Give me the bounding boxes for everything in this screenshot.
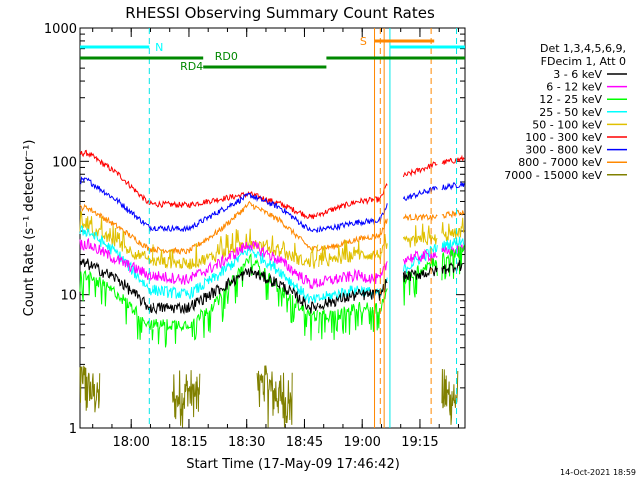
legend: Det 1,3,4,5,6,9, FDecim 1, Att 0 3 - 6 k… xyxy=(504,42,627,182)
series-path xyxy=(318,233,388,267)
series-path xyxy=(79,269,154,341)
rd0-flag-label: RD0 xyxy=(215,50,238,63)
x-axis-label: Start Time (17-May-09 17:46:42) xyxy=(186,457,400,472)
x-tick-label: 18:45 xyxy=(286,435,323,450)
series-path xyxy=(441,260,465,275)
legend-header-line2: FDecim 1, Att 0 xyxy=(541,55,626,68)
series-path xyxy=(318,203,388,233)
series-path xyxy=(441,236,465,253)
x-tick-label: 18:30 xyxy=(228,435,265,450)
series-path xyxy=(318,182,388,218)
chart-title: RHESSI Observing Summary Count Rates xyxy=(125,4,435,22)
series-path xyxy=(152,266,319,315)
series-path xyxy=(153,190,319,220)
y-tick-label: 10 xyxy=(60,289,77,304)
x-tick-label: 19:00 xyxy=(343,435,380,450)
y-tick-label: 1000 xyxy=(44,22,77,37)
series-path xyxy=(256,365,293,428)
legend-entry-label: 100 - 300 keV xyxy=(525,131,602,144)
saa-flag-label: S xyxy=(360,35,367,48)
series-path xyxy=(152,228,319,270)
legend-entry-label: 6 - 12 keV xyxy=(546,81,602,94)
legend-entry-label: 25 - 50 keV xyxy=(539,106,602,119)
series-path xyxy=(79,258,154,313)
x-tick-label: 18:00 xyxy=(112,435,149,450)
series-path xyxy=(152,192,319,233)
series-path xyxy=(79,225,154,296)
legend-entry-label: 3 - 6 keV xyxy=(553,68,602,81)
plot-frame xyxy=(79,27,466,429)
legend-entry-label: 12 - 25 keV xyxy=(539,93,602,106)
series-path xyxy=(79,210,154,265)
series-3-6-kev xyxy=(79,258,465,315)
series-path xyxy=(171,370,201,428)
series-path xyxy=(318,261,388,288)
series-path xyxy=(79,176,154,233)
series-path xyxy=(402,223,438,248)
series-300-800-kev xyxy=(79,176,465,233)
y-tick-label: 1 xyxy=(69,422,77,437)
rd4-flag-label: RD4 xyxy=(180,60,203,73)
series-path xyxy=(402,243,438,274)
series-path xyxy=(79,365,101,413)
series-path xyxy=(441,209,465,219)
series-path xyxy=(402,265,438,283)
series-800-7000-kev xyxy=(79,200,465,255)
series-path xyxy=(402,161,438,178)
legend-entry-label: 800 - 7000 keV xyxy=(518,156,602,169)
legend-entry-label: 50 - 100 keV xyxy=(532,118,602,131)
series-path xyxy=(318,218,388,252)
series-path xyxy=(402,185,438,201)
series-path xyxy=(441,368,459,425)
series-50-100-kev xyxy=(79,210,465,270)
series-path xyxy=(318,278,388,310)
x-tick-label: 19:15 xyxy=(401,435,438,450)
series-path xyxy=(79,237,154,282)
series-7000-15000-kev xyxy=(79,365,459,428)
legend-entry-label: 7000 - 15000 keV xyxy=(504,169,602,182)
series-path xyxy=(79,149,154,206)
series-path xyxy=(152,200,319,255)
series-path xyxy=(152,240,319,289)
series-path xyxy=(79,203,154,253)
series-path xyxy=(441,180,465,191)
series-path xyxy=(441,154,465,165)
series-path xyxy=(402,248,438,265)
series-path xyxy=(402,213,438,222)
series-path xyxy=(402,258,438,306)
series-path xyxy=(152,253,319,348)
series-100-300-kev xyxy=(79,149,465,220)
y-axis-label: Count Rate (s⁻¹ detector⁻¹) xyxy=(22,140,37,317)
series-path xyxy=(441,217,465,242)
y-tick-label: 100 xyxy=(52,155,77,170)
series-path xyxy=(318,288,388,340)
x-tick-label: 18:15 xyxy=(170,435,207,450)
night-flag-label: N xyxy=(155,41,163,54)
timestamp: 14-Oct-2021 18:59 xyxy=(560,468,636,477)
legend-entry-label: 300 - 800 keV xyxy=(525,144,602,157)
legend-header-line1: Det 1,3,4,5,6,9, xyxy=(540,42,626,55)
